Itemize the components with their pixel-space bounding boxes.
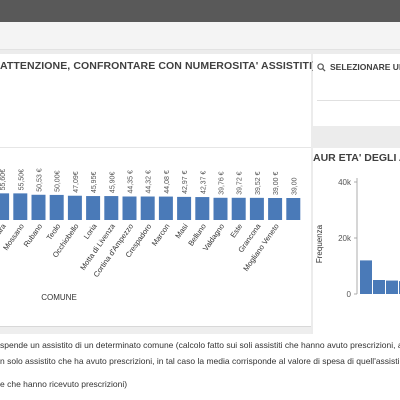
bar-0[interactable] [0, 193, 10, 220]
category-tick-label: Marcon [150, 222, 172, 248]
bar-value-label: 55,50€ [18, 169, 25, 191]
bar-value-label: 39,76 € [219, 171, 226, 194]
comune-bar-chart[interactable]: 55,60€ 55,50€ 50,53 € 50,00€ 47,09€ 45,95€ 45,… [0, 76, 311, 326]
category-tick-label: Este [228, 222, 244, 239]
filter-divider [317, 100, 400, 101]
bar-4[interactable] [67, 195, 82, 220]
histogram-bar-1[interactable] [373, 280, 385, 294]
comune-chart-area[interactable]: 55,60€ 55,50€ 50,53 € 50,00€ 47,09€ 45,95€ 45,… [0, 76, 311, 334]
age-histogram[interactable]: 40k 20k 0 Frequenza [313, 164, 400, 334]
bar-value-label: 44,08 € [164, 170, 171, 193]
description-line-3: e che hanno ricevuto prescrizioni) [0, 379, 128, 389]
bar-value-label: 39,52 € [255, 171, 262, 194]
description-area: spende un assistito di un determinato co… [0, 334, 400, 400]
bar-value-label: 47,09€ [73, 171, 80, 193]
bar-10[interactable] [177, 196, 192, 220]
search-icon [317, 62, 326, 72]
bar-value-label: 42,37 € [200, 171, 207, 194]
bar-value-label: 45,95€ [91, 172, 98, 194]
bar-15[interactable] [268, 198, 283, 220]
category-tick-label: ara [0, 221, 8, 236]
histogram-bar-0[interactable] [360, 260, 372, 294]
bar-6[interactable] [104, 196, 119, 220]
comune-spending-panel: ATTENZIONE, CONFRONTARE CON NUMEROSITA' … [0, 54, 316, 334]
bar-value-label: 39,00 [291, 177, 298, 195]
bar-12[interactable] [213, 197, 228, 220]
category-tick-label: Loria [82, 221, 99, 241]
bar-value-label: 44,32 € [146, 170, 153, 193]
bar-2[interactable] [31, 194, 46, 220]
chart-header-strip [0, 80, 311, 148]
app-top-bar [0, 0, 400, 22]
category-tick-label: Teolo [45, 222, 63, 242]
category-tick-label: Masi [173, 222, 190, 240]
bar-value-label: 50,00€ [55, 170, 62, 192]
bar-value-label: 50,53 € [37, 168, 44, 191]
bar-7[interactable] [122, 196, 137, 220]
description-line-1: spende un assistito di un determinato co… [0, 340, 400, 350]
horizontal-scrollbar[interactable] [0, 326, 311, 334]
y-axis-title: Frequenza [315, 224, 324, 263]
filter-label: SELEZIONARE UL [330, 62, 400, 72]
filter-panel: SELEZIONARE UL [313, 54, 400, 126]
bar-value-label: 45,90€ [109, 172, 116, 194]
age-histogram-panel: AUR ETA' DEGLI AS 40k 20k 0 Frequenza [313, 148, 400, 334]
bar-5[interactable] [86, 196, 101, 220]
bar-14[interactable] [249, 197, 264, 220]
bar-8[interactable] [140, 196, 155, 220]
bar-16[interactable] [286, 198, 301, 220]
category-tick-label: Rubano [22, 222, 44, 249]
bar-value-label: 55,60€ [0, 169, 7, 191]
y-tick-label: 20k [338, 234, 352, 243]
bar-value-label: 42,97 € [182, 170, 189, 193]
x-axis-label: COMUNE [41, 293, 77, 302]
bar-value-label: 39,00 € [273, 172, 280, 195]
y-tick-label: 0 [347, 290, 352, 299]
bar-11[interactable] [195, 197, 210, 220]
panel-title: ATTENZIONE, CONFRONTARE CON NUMEROSITA' … [0, 60, 316, 72]
bar-13[interactable] [231, 197, 246, 220]
filter-header[interactable]: SELEZIONARE UL [317, 62, 400, 72]
histogram-title: AUR ETA' DEGLI AS [313, 152, 400, 164]
bar-value-label: 44,35 € [128, 170, 135, 193]
histogram-bar-2[interactable] [386, 280, 398, 294]
bar-1[interactable] [13, 193, 28, 220]
description-line-2: n solo assistito che ha avuto prescrizio… [0, 356, 400, 366]
y-tick-label: 40k [338, 178, 352, 187]
toolbar [0, 22, 400, 50]
bar-3[interactable] [49, 194, 64, 220]
bar-9[interactable] [158, 196, 173, 220]
bar-value-label: 39,72 € [237, 171, 244, 194]
